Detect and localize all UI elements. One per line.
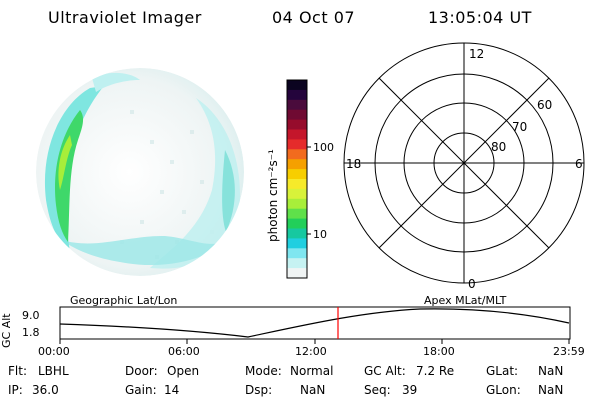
status-glon-value: NaN [538, 383, 564, 397]
lat-label-70: 70 [512, 120, 528, 134]
colorbar-cell [287, 218, 307, 229]
status-glat-label: GLat: [486, 364, 519, 378]
status-seq-label: Seq: [364, 383, 391, 397]
status-gcalt-label: GC Alt: [364, 364, 406, 378]
x-tick-0000: 00:00 [38, 345, 70, 358]
colorbar-cell [287, 159, 307, 170]
status-flt-label: Flt: [8, 364, 27, 378]
colorbar-cell [287, 248, 307, 259]
colorbar-cell [287, 188, 307, 200]
status-glat-value: NaN [538, 364, 564, 378]
date-label: 04 Oct 07 [272, 8, 356, 27]
x-tick-1200: 12:00 [295, 345, 327, 358]
auroral-disc [36, 68, 244, 276]
instrument-title: Ultraviolet Imager [48, 8, 202, 27]
colorbar-cell [287, 129, 307, 140]
polar-diagonal-2 [378, 77, 550, 249]
colorbar-cell [287, 208, 307, 220]
geographic-label: Geographic Lat/Lon [70, 294, 178, 307]
status-ip-label: IP: [8, 383, 23, 397]
mlt-label-0: 0 [468, 277, 476, 291]
colorbar-cell [287, 198, 307, 210]
apex-label: Apex MLat/MLT [424, 294, 507, 307]
time-label: 13:05:04 UT [428, 8, 532, 27]
colorbar-cell [287, 109, 307, 121]
status-mode-value: Normal [290, 364, 334, 378]
colorbar-cell [287, 89, 307, 101]
status-gain-label: Gain: [125, 383, 157, 397]
mlt-label-18: 18 [346, 157, 362, 171]
status-gcalt-value: 7.2 Re [416, 364, 455, 378]
colorbar-cell [287, 169, 307, 180]
status-mode-label: Mode: [245, 364, 282, 378]
mlt-label-12: 12 [469, 47, 485, 61]
colorbar-cell [287, 119, 307, 130]
colorbar-cell [287, 258, 307, 269]
colorbar-cell [287, 99, 307, 111]
status-dsp-value: NaN [300, 383, 326, 397]
colorbar-tick-label-100: 100 [313, 141, 334, 154]
altitude-ytick-min: 1.8 [22, 326, 40, 339]
colorbar-cell [287, 139, 307, 150]
altitude-ytick-max: 9.0 [22, 309, 40, 322]
x-tick-2359: 23:59 [553, 345, 585, 358]
x-tick-1800: 18:00 [423, 345, 455, 358]
colorbar-cell [287, 179, 307, 190]
status-gain-value: 14 [164, 383, 180, 397]
colorbar-cell [287, 238, 307, 249]
altitude-curve [59, 308, 570, 338]
colorbar-cell [287, 268, 307, 279]
status-glon-label: GLon: [486, 383, 521, 397]
lat-label-60: 60 [537, 98, 553, 112]
colorbar-cell [287, 149, 307, 160]
status-dsp-label: Dsp: [245, 383, 273, 397]
colorbar-cell [287, 80, 307, 91]
mlt-label-6: 6 [575, 157, 583, 171]
status-door-label: Door: [125, 364, 158, 378]
status-flt-value: LBHL [38, 364, 69, 378]
status-door-value: Open [167, 364, 200, 378]
status-seq-value: 39 [402, 383, 418, 397]
colorbar-cell [287, 228, 307, 239]
x-tick-0600: 06:00 [168, 345, 200, 358]
colorbar-tick-label-10: 10 [313, 228, 327, 241]
lat-label-80: 80 [491, 140, 507, 154]
altitude-x-ticks [59, 339, 570, 344]
status-ip-value: 36.0 [32, 383, 59, 397]
